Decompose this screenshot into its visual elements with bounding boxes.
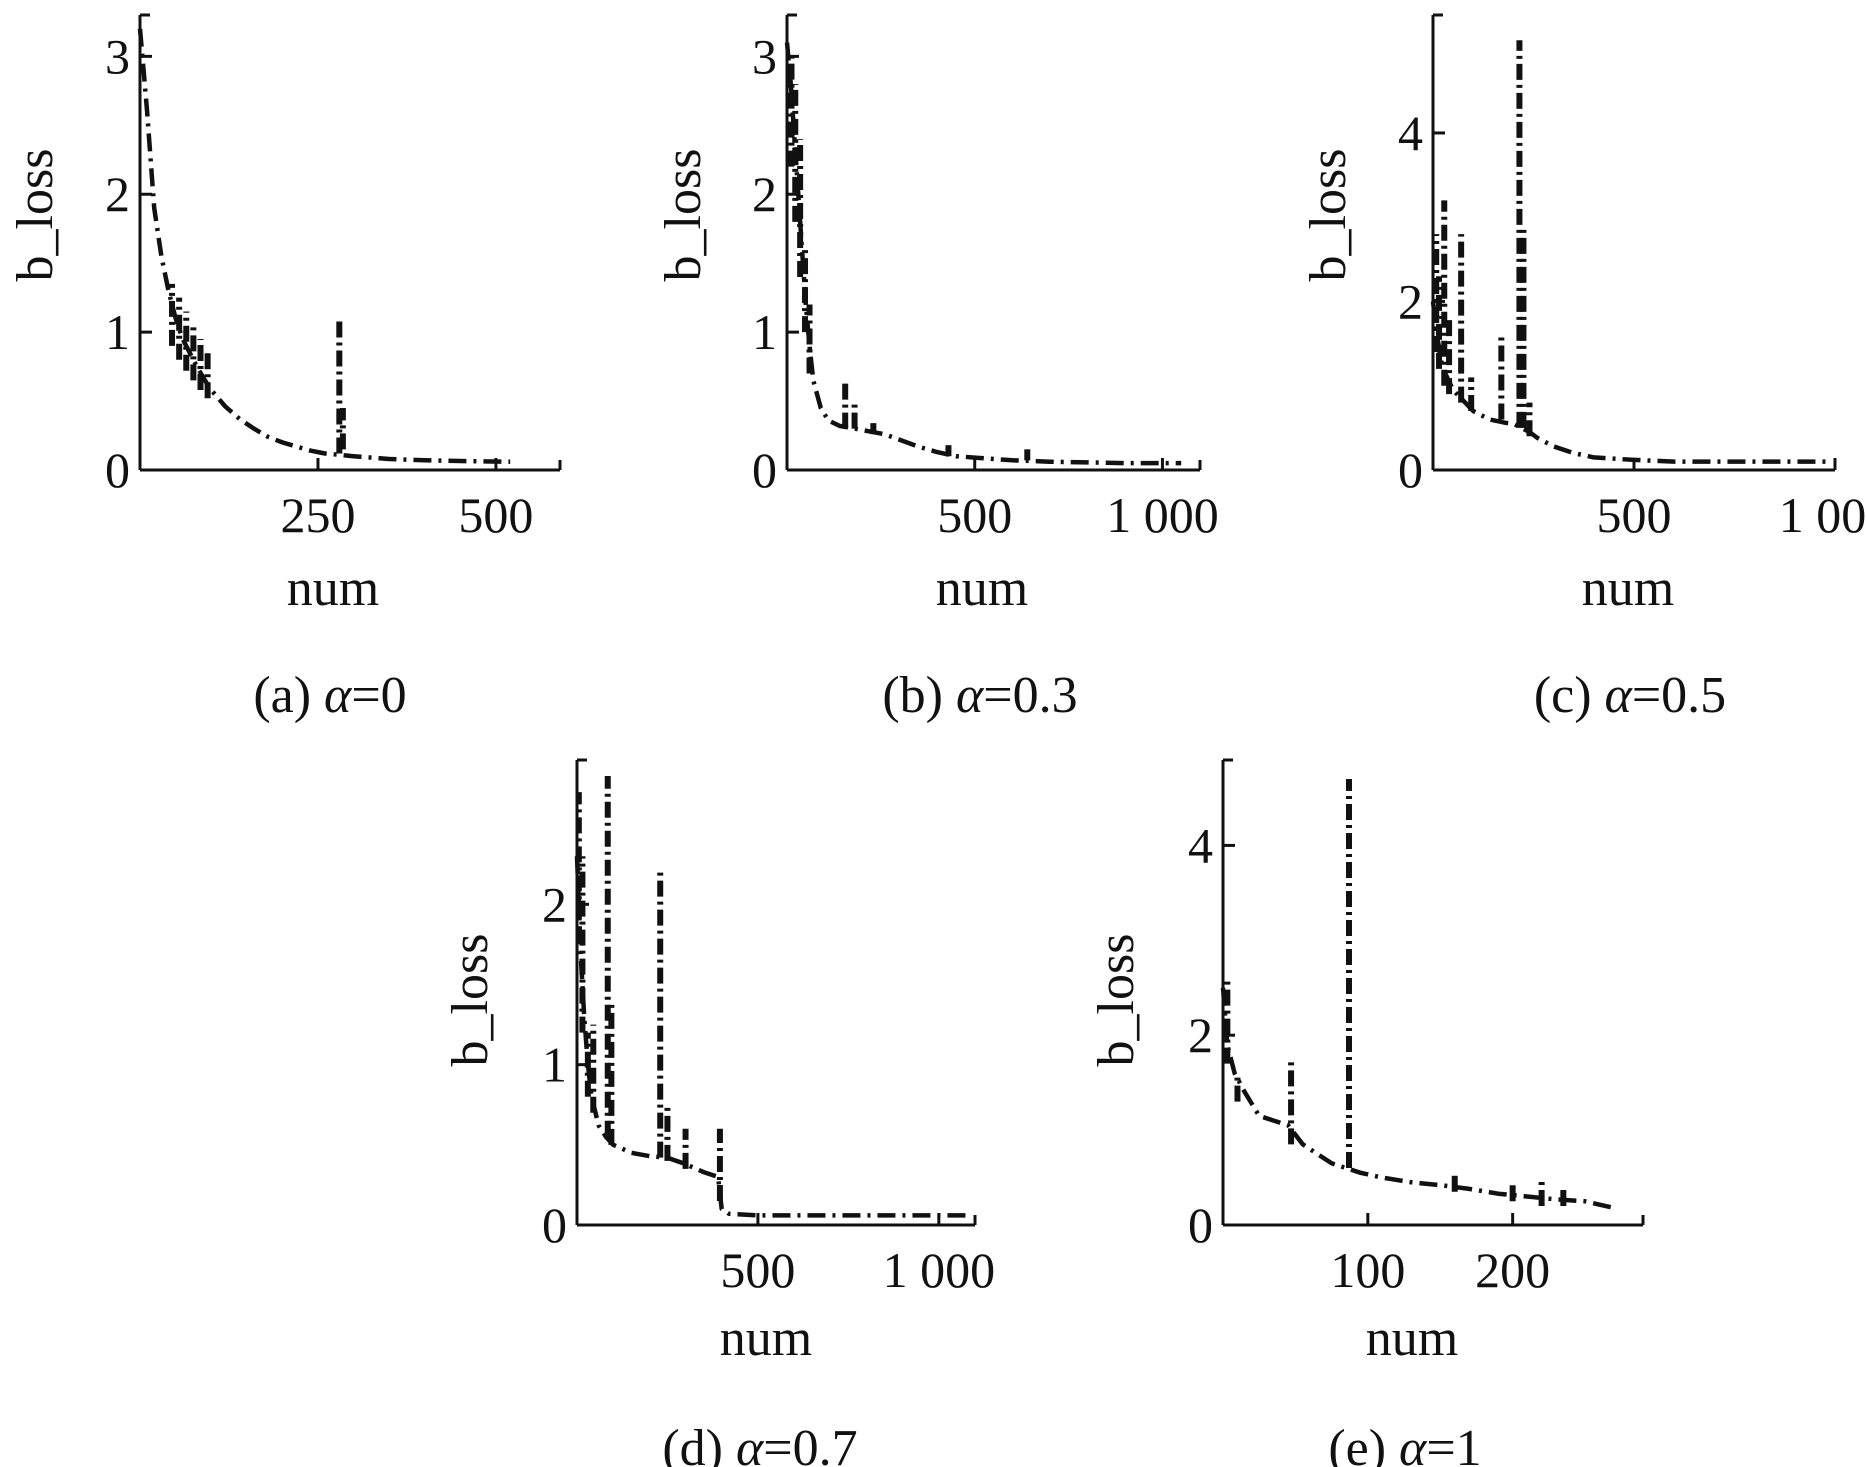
y-axis-label: b_loss — [442, 934, 499, 1067]
x-tick-label: 500 — [720, 1242, 795, 1298]
y-tick-label: 0 — [542, 1197, 567, 1253]
y-tick-label: 0 — [1188, 1197, 1213, 1253]
x-tick-label: 200 — [1475, 1242, 1550, 1298]
panel-caption: (e) α=1 — [1328, 1420, 1481, 1467]
x-axis-label: num — [1366, 1310, 1458, 1367]
y-tick-label: 0 — [1398, 442, 1423, 498]
caption-suffix: =0.7 — [763, 1420, 857, 1467]
caption-suffix: =0.3 — [983, 667, 1077, 724]
caption-prefix: (c) — [1534, 667, 1605, 724]
caption-prefix: (e) — [1328, 1420, 1399, 1467]
y-tick-label: 0 — [752, 442, 777, 498]
x-axis-label: num — [287, 560, 379, 617]
x-axis-label: num — [720, 1310, 812, 1367]
caption-symbol: α — [736, 1420, 765, 1467]
y-tick-label: 1 — [542, 1037, 567, 1093]
x-tick-label: 1 000 — [1779, 487, 1866, 543]
y-tick-label: 2 — [752, 166, 777, 222]
panel-a: 0 1 2 3 250 500 num b_loss (a) α=0 — [7, 13, 562, 724]
caption-prefix: (d) — [662, 1420, 736, 1467]
y-tick-label: 2 — [1188, 1007, 1213, 1063]
panel-c: 0 2 4 500 1 000 num b_loss (c) α=0.5 — [1300, 13, 1866, 724]
panel-b: 0 1 2 3 500 1 000 num b_loss (b) α=0.3 — [655, 13, 1219, 724]
y-tick-label: 4 — [1188, 817, 1213, 873]
x-tick-label: 250 — [280, 487, 355, 543]
x-tick-label: 1 000 — [883, 1242, 996, 1298]
y-tick-label: 3 — [752, 28, 777, 84]
y-tick-label: 2 — [542, 876, 567, 932]
panel-caption: (d) α=0.7 — [662, 1420, 857, 1467]
caption-prefix: (b) — [882, 667, 956, 724]
y-tick-label: 2 — [1398, 273, 1423, 329]
panel-d: 0 1 2 500 1 000 num b_loss (d) α=0.7 — [442, 758, 996, 1467]
caption-symbol: α — [324, 667, 353, 724]
y-axis-label: b_loss — [7, 149, 64, 282]
panel-caption: (a) α=0 — [253, 667, 406, 724]
y-tick-label: 1 — [105, 304, 130, 360]
caption-symbol: α — [956, 667, 985, 724]
series-line — [574, 856, 972, 1218]
panel-caption: (c) α=0.5 — [1534, 667, 1726, 724]
x-tick-label: 100 — [1330, 1242, 1405, 1298]
x-tick-label: 500 — [1597, 487, 1672, 543]
caption-symbol: α — [1605, 667, 1634, 724]
caption-suffix: =0 — [351, 667, 406, 724]
y-tick-label: 1 — [752, 304, 777, 360]
series-line — [1220, 987, 1615, 1211]
x-tick-label: 500 — [458, 487, 533, 543]
y-axis-label: b_loss — [1300, 149, 1357, 282]
x-axis-label: num — [1582, 560, 1674, 617]
y-tick-label: 4 — [1398, 105, 1423, 161]
caption-suffix: =1 — [1426, 1420, 1481, 1467]
y-axis-label: b_loss — [1088, 934, 1145, 1067]
series-line — [137, 28, 511, 464]
series-line — [1430, 301, 1827, 464]
y-tick-label: 0 — [105, 442, 130, 498]
caption-suffix: =0.5 — [1632, 667, 1726, 724]
x-axis-label: num — [936, 560, 1028, 617]
x-tick-label: 1 000 — [1106, 487, 1219, 543]
panel-caption: (b) α=0.3 — [882, 667, 1077, 724]
y-axis-label: b_loss — [655, 149, 712, 282]
panel-e: 0 2 4 100 200 num b_loss (e) α=1 — [1088, 758, 1645, 1467]
y-tick-label: 3 — [105, 28, 130, 84]
caption-symbol: α — [1399, 1420, 1428, 1467]
x-tick-label: 500 — [937, 487, 1012, 543]
y-tick-label: 2 — [105, 166, 130, 222]
caption-prefix: (a) — [253, 667, 324, 724]
series-line — [784, 42, 1182, 466]
